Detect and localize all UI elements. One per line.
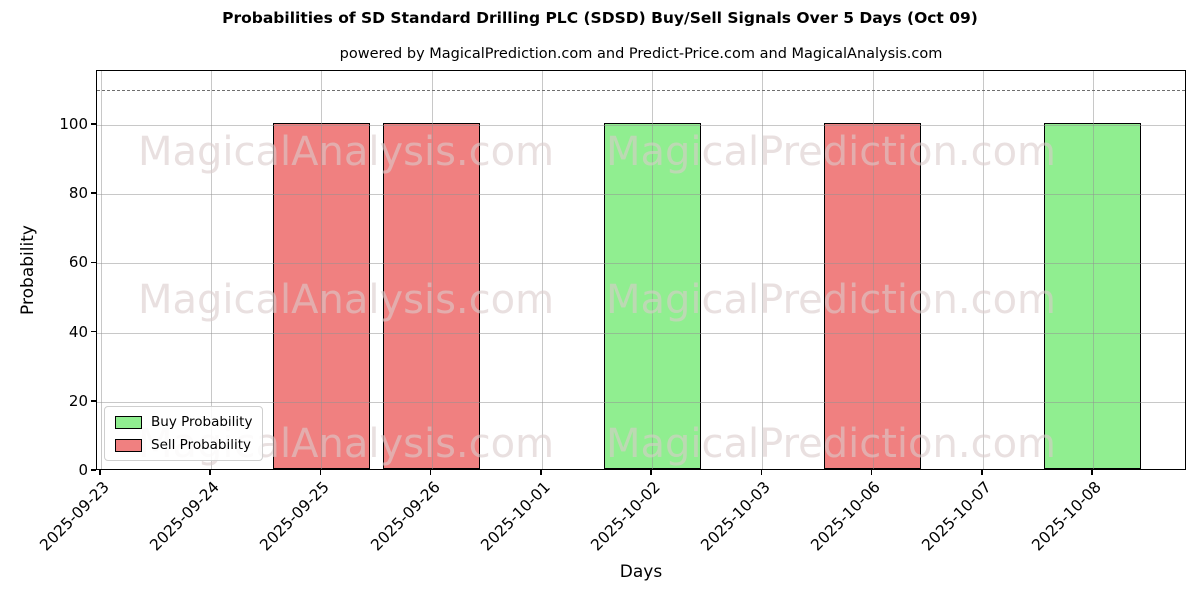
y-tick-mark bbox=[91, 330, 96, 333]
legend-swatch bbox=[115, 438, 142, 452]
x-tick-label: 2025-10-02 bbox=[587, 478, 664, 555]
x-tick-label: 2025-10-06 bbox=[807, 478, 885, 555]
vertical-gridline bbox=[872, 71, 874, 469]
watermark-text: MagicalPrediction.com bbox=[606, 277, 1056, 323]
horizontal-gridline bbox=[97, 194, 1185, 196]
vertical-gridline bbox=[211, 71, 213, 469]
vertical-gridline bbox=[431, 71, 433, 469]
x-tick-mark bbox=[870, 470, 873, 475]
x-tick-label: 2025-09-26 bbox=[366, 478, 444, 555]
x-tick-mark bbox=[429, 470, 432, 475]
y-tick-label: 80 bbox=[68, 184, 88, 203]
plot-area: Buy Probability Sell Probability Magical… bbox=[96, 70, 1186, 470]
watermark-text: MagicalAnalysis.com bbox=[137, 129, 555, 175]
y-tick-label: 0 bbox=[78, 461, 88, 479]
horizontal-gridline bbox=[97, 124, 1185, 126]
x-tick-label: 2025-10-07 bbox=[918, 478, 995, 555]
vertical-gridline bbox=[652, 71, 654, 469]
y-tick-label: 20 bbox=[68, 391, 88, 410]
vertical-gridline bbox=[762, 71, 764, 469]
watermark-text: MagicalAnalysis.com bbox=[137, 277, 555, 323]
y-tick-label: 60 bbox=[68, 253, 88, 272]
y-tick-mark bbox=[91, 261, 96, 264]
watermark-text: MagicalPrediction.com bbox=[606, 129, 1056, 175]
vertical-gridline bbox=[1092, 71, 1094, 469]
x-tick-label: 2025-10-01 bbox=[477, 478, 554, 555]
vertical-gridline bbox=[541, 71, 543, 469]
x-tick-label: 2025-09-24 bbox=[146, 478, 223, 555]
vertical-gridline bbox=[101, 71, 102, 469]
x-tick-label: 2025-10-08 bbox=[1028, 478, 1105, 555]
x-axis-label: Days bbox=[619, 562, 663, 582]
x-tick-mark bbox=[650, 470, 652, 475]
legend-item-sell: Sell Probability bbox=[115, 437, 252, 453]
y-tick-mark bbox=[91, 192, 96, 194]
y-tick-mark bbox=[91, 123, 96, 125]
watermark-text: MagicalPrediction.com bbox=[606, 421, 1056, 467]
x-tick-label: 2025-10-03 bbox=[697, 478, 775, 555]
horizontal-gridline bbox=[97, 332, 1185, 334]
x-tick-label: 2025-09-25 bbox=[256, 478, 334, 555]
x-tick-mark bbox=[319, 470, 322, 475]
y-tick-mark bbox=[91, 469, 96, 471]
legend-item-buy: Buy Probability bbox=[115, 414, 252, 430]
legend-swatch bbox=[115, 415, 142, 429]
x-tick-mark bbox=[981, 470, 983, 475]
horizontal-gridline bbox=[97, 401, 1185, 403]
vertical-gridline bbox=[321, 71, 323, 469]
horizontal-gridline bbox=[97, 263, 1185, 265]
chart-subtitle: powered by MagicalPrediction.com and Pre… bbox=[339, 46, 943, 62]
x-tick-mark bbox=[99, 470, 101, 475]
legend-label: Sell Probability bbox=[151, 437, 252, 453]
y-tick-label: 100 bbox=[59, 114, 88, 133]
x-tick-label: 2025-09-23 bbox=[36, 478, 113, 555]
threshold-dashed-line bbox=[97, 90, 1185, 92]
legend-label: Buy Probability bbox=[151, 414, 253, 430]
x-tick-mark bbox=[760, 470, 763, 475]
y-tick-label: 40 bbox=[68, 322, 88, 341]
legend: Buy Probability Sell Probability bbox=[104, 406, 264, 461]
x-tick-mark bbox=[540, 470, 542, 475]
x-tick-mark bbox=[1091, 470, 1093, 475]
vertical-gridline bbox=[982, 71, 984, 469]
chart-title: Probabilities of SD Standard Drilling PL… bbox=[222, 9, 978, 27]
y-tick-mark bbox=[91, 400, 96, 402]
x-tick-mark bbox=[209, 470, 211, 475]
